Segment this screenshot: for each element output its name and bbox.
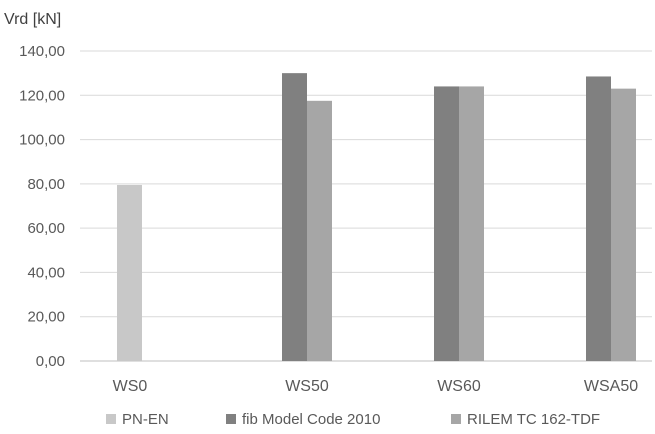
bar (434, 86, 459, 361)
bar (282, 73, 307, 362)
legend-swatch (106, 414, 116, 424)
y-tick-label: 40,00 (27, 264, 65, 281)
x-category-label: WS50 (285, 378, 329, 395)
x-category-labels: WS0 WS50 WS60 WSA50 (113, 378, 639, 395)
y-tick-label: 80,00 (27, 176, 65, 193)
x-category-label: WS60 (437, 378, 481, 395)
y-tick-labels: 0,00 20,00 40,00 60,00 80,00 100,00 120,00 140,… (19, 43, 65, 370)
bar (611, 88, 636, 362)
legend-label: RILEM TC 162-TDF (467, 411, 600, 428)
legend-swatch (226, 414, 236, 424)
bar (459, 86, 484, 361)
y-tick-label: 20,00 (27, 309, 65, 326)
bar-series (117, 73, 636, 362)
y-tick-label: 120,00 (19, 87, 65, 104)
y-tick-label: 100,00 (19, 132, 65, 149)
bar (586, 76, 611, 361)
gridlines (80, 50, 652, 362)
x-category-label: WSA50 (584, 378, 638, 395)
y-tick-label: 0,00 (36, 353, 65, 370)
legend: PN-EN fib Model Code 2010 RILEM TC 162-TDF (106, 411, 600, 428)
legend-label: fib Model Code 2010 (242, 411, 380, 428)
y-tick-label: 60,00 (27, 220, 65, 237)
y-tick-label: 140,00 (19, 43, 65, 60)
x-category-label: WS0 (113, 378, 148, 395)
bar (307, 100, 332, 362)
bar (117, 184, 142, 361)
y-axis-title: Vrd [kN] (4, 11, 61, 28)
legend-label: PN-EN (122, 411, 169, 428)
legend-swatch (451, 414, 461, 424)
